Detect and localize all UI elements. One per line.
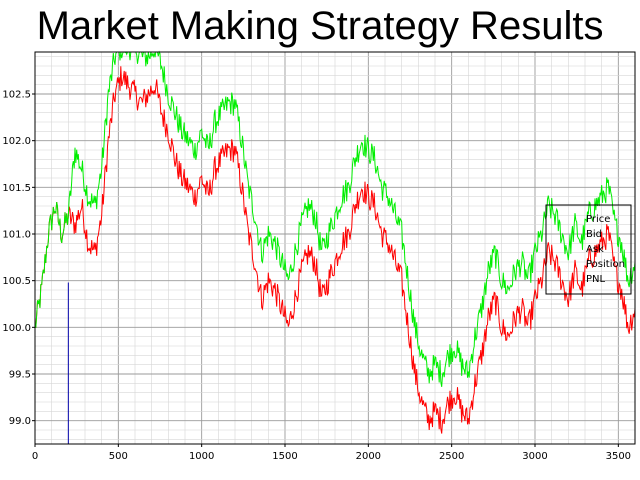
legend-entry-ask: Ask (586, 244, 604, 255)
series-bid (34, 66, 636, 434)
x-axis: 0 500 1000 1500 2000 2500 3000 3500 (32, 444, 631, 462)
y-tick-label: 101.5 (2, 183, 31, 194)
x-tick-label: 3000 (522, 451, 547, 462)
grid (34, 52, 636, 444)
legend-entry-price: Price (586, 214, 610, 225)
x-tick-label: 3500 (606, 451, 631, 462)
legend-entry-pnl: PNL (586, 274, 606, 285)
y-tick-label: 100.0 (2, 323, 31, 334)
legend: Price Bid Ask Position PNL (545, 204, 632, 295)
x-tick-label: 0 (32, 451, 38, 462)
y-tick-label: 99.0 (9, 416, 31, 427)
x-tick-label: 500 (109, 451, 128, 462)
x-tick-label: 2000 (356, 451, 381, 462)
y-tick-label: 100.5 (2, 276, 31, 287)
chart-title: Market Making Strategy Results (36, 4, 604, 48)
legend-box (545, 204, 632, 295)
y-tick-label: 101.0 (2, 230, 31, 241)
y-tick-label: 102.5 (2, 90, 31, 101)
y-axis: 99.0 99.5 100.0 100.5 101.0 101.5 102.0 102.5 (2, 90, 35, 427)
x-tick-label: 1000 (189, 451, 214, 462)
plot-frame (34, 51, 636, 445)
x-tick-label: 1500 (272, 451, 297, 462)
x-tick-label: 2500 (439, 451, 464, 462)
legend-entry-position: Position (586, 259, 625, 270)
y-tick-label: 99.5 (9, 370, 31, 381)
legend-entry-bid: Bid (586, 229, 602, 240)
y-tick-label: 102.0 (2, 136, 31, 147)
